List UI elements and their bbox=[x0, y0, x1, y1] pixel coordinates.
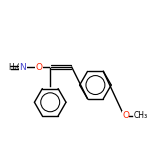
Text: O: O bbox=[122, 111, 129, 120]
Text: O: O bbox=[35, 63, 42, 72]
Text: N: N bbox=[20, 63, 26, 72]
Text: H₂C: H₂C bbox=[8, 63, 22, 72]
Text: CH₃: CH₃ bbox=[134, 111, 148, 120]
